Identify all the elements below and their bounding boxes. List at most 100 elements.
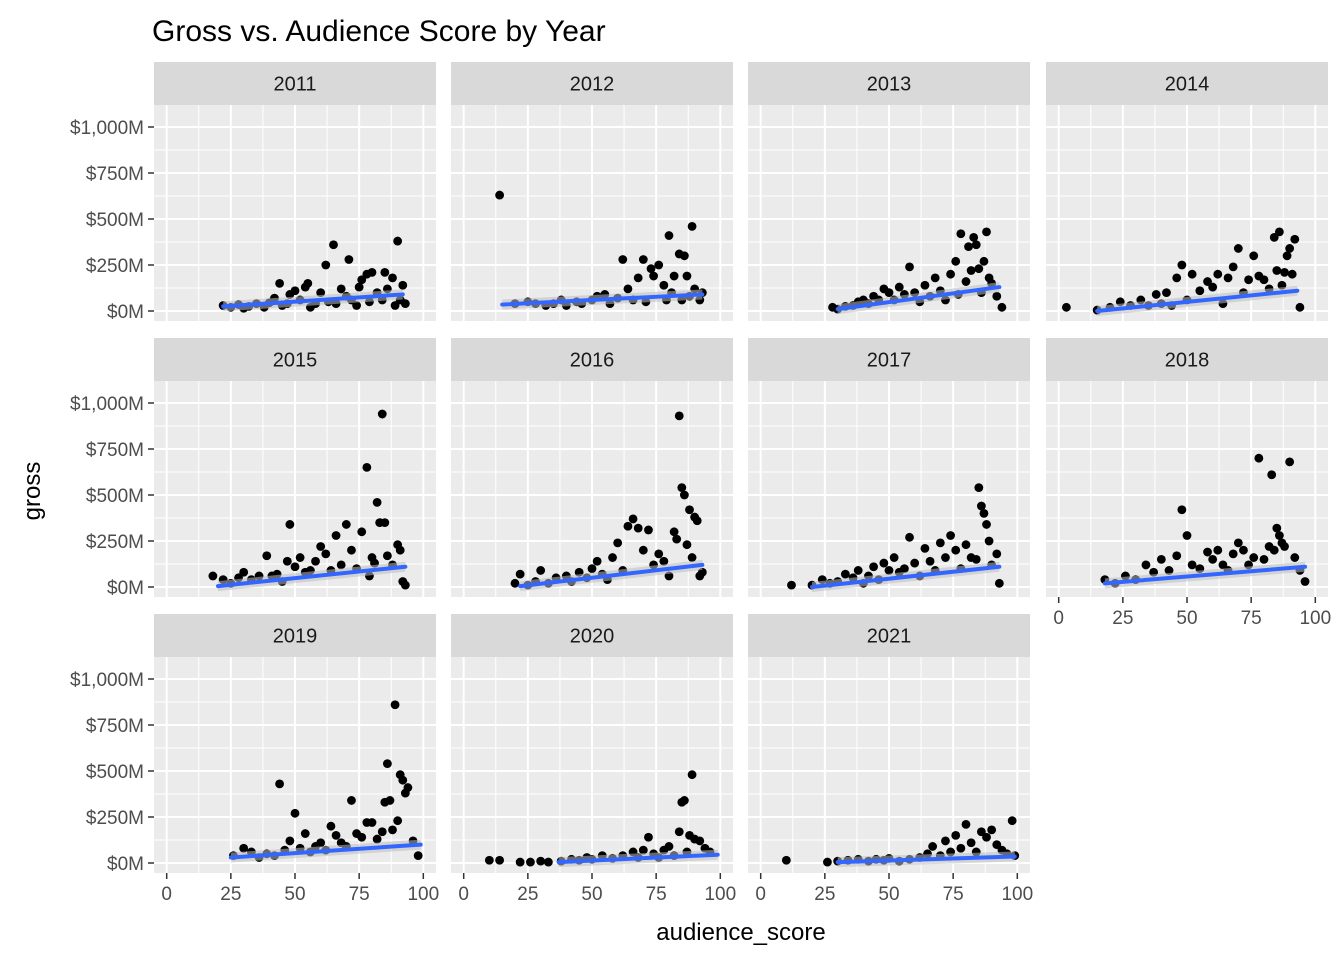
- data-point: [362, 463, 372, 472]
- trend-line: [835, 854, 1017, 865]
- data-point: [377, 827, 387, 837]
- data-point: [976, 501, 986, 511]
- data-point: [413, 851, 423, 861]
- data-point: [285, 520, 295, 529]
- data-point: [899, 564, 909, 573]
- data-point: [208, 571, 218, 581]
- facet-strip-label: 2012: [570, 74, 615, 96]
- data-point: [290, 808, 300, 818]
- data-point: [239, 567, 249, 577]
- data-point: [674, 411, 684, 421]
- x-tick-label: 0: [458, 884, 469, 905]
- data-point: [367, 267, 377, 277]
- data-point: [941, 553, 950, 562]
- data-point: [336, 284, 346, 294]
- data-point: [969, 233, 979, 242]
- trend-line: [1095, 288, 1300, 313]
- data-point: [400, 299, 410, 309]
- data-point: [971, 240, 981, 250]
- facet-strip: [748, 62, 1030, 105]
- y-axis-title: gross: [19, 462, 46, 521]
- data-point: [910, 558, 920, 568]
- data-point: [515, 857, 525, 867]
- data-point: [372, 497, 382, 507]
- data-point: [994, 578, 1004, 588]
- data-point: [674, 827, 684, 837]
- data-point: [393, 816, 403, 826]
- trend-line: [1102, 564, 1308, 586]
- data-point: [1187, 269, 1197, 279]
- facet-strip-label: 2014: [1165, 74, 1210, 96]
- x-tick-label: 25: [814, 884, 835, 905]
- facet-strip: [154, 62, 436, 105]
- data-point: [1208, 282, 1218, 292]
- data-point: [382, 551, 392, 561]
- data-point: [966, 266, 976, 275]
- data-point: [623, 521, 633, 531]
- data-point: [303, 279, 313, 288]
- data-point: [321, 260, 331, 270]
- data-point: [398, 775, 408, 785]
- trend-line: [500, 292, 705, 307]
- y-tick-label: $0M: [107, 302, 144, 323]
- data-point: [1203, 277, 1212, 286]
- data-point: [1061, 302, 1071, 312]
- y-tick-label: $500M: [86, 486, 144, 507]
- x-tick-label: 25: [220, 884, 241, 905]
- data-point: [1295, 302, 1305, 312]
- data-point: [536, 856, 546, 866]
- x-tick-label: 0: [161, 884, 172, 905]
- trend-line: [835, 285, 1002, 312]
- data-point: [682, 540, 692, 550]
- data-point: [354, 282, 364, 292]
- data-point: [380, 267, 390, 277]
- data-point: [390, 301, 400, 310]
- data-point: [1239, 545, 1248, 555]
- data-point: [290, 562, 300, 572]
- data-point: [1274, 531, 1284, 540]
- data-point: [618, 255, 628, 264]
- data-point: [1285, 244, 1295, 253]
- data-point: [311, 556, 320, 566]
- y-tick-label: $750M: [86, 164, 144, 185]
- data-point: [979, 509, 989, 518]
- data-point: [982, 227, 991, 237]
- data-point: [239, 843, 249, 853]
- data-point: [992, 840, 1002, 849]
- data-point: [347, 796, 356, 805]
- y-tick-label: $250M: [86, 532, 144, 553]
- data-point: [633, 273, 643, 283]
- data-point: [884, 566, 894, 575]
- data-point: [262, 551, 272, 561]
- data-point: [1280, 267, 1289, 277]
- trend-line: [810, 564, 1002, 589]
- facet-strip: [154, 338, 436, 381]
- data-point: [388, 273, 397, 283]
- facet-strip: [748, 614, 1030, 657]
- data-point: [587, 564, 597, 573]
- data-point: [1172, 273, 1182, 283]
- data-point: [1269, 233, 1279, 242]
- x-tick-label: 100: [407, 884, 439, 905]
- data-point: [1213, 545, 1223, 555]
- x-tick-label: 50: [581, 884, 602, 905]
- data-point: [1156, 555, 1166, 564]
- data-point: [275, 279, 285, 288]
- data-point: [884, 288, 894, 297]
- data-point: [987, 825, 997, 835]
- data-point: [941, 836, 950, 846]
- data-point: [357, 832, 367, 842]
- data-point: [677, 483, 687, 493]
- data-point: [1203, 547, 1212, 557]
- y-tick-label: $1,000M: [70, 670, 144, 691]
- y-tick-label: $0M: [107, 854, 144, 875]
- data-point: [997, 302, 1007, 312]
- data-point: [956, 229, 966, 239]
- data-point: [592, 556, 602, 566]
- data-point: [638, 545, 648, 555]
- data-point: [1228, 549, 1238, 559]
- data-point: [1195, 286, 1205, 296]
- data-point: [395, 545, 405, 555]
- data-point: [510, 578, 520, 588]
